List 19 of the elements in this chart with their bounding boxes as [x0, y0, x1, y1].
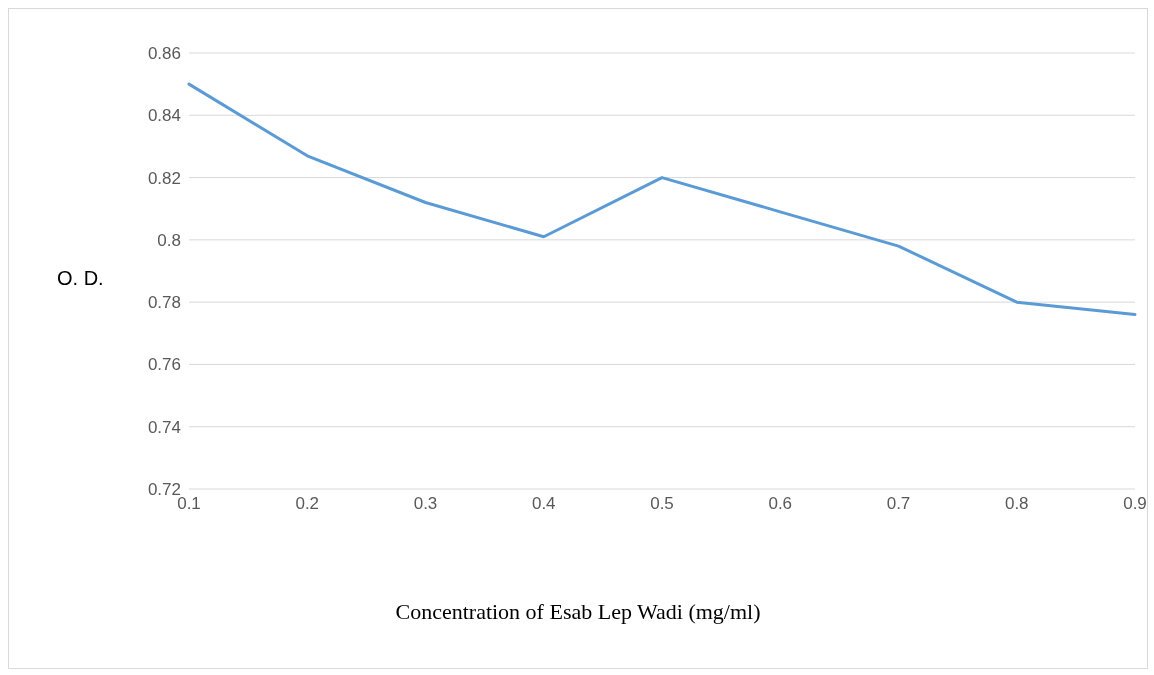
y-tick-label: 0.84 — [147, 106, 181, 126]
x-tick-label: 0.6 — [768, 494, 793, 514]
x-axis-title: Concentration of Esab Lep Wadi (mg/ml) — [394, 599, 762, 625]
x-tick-label: 0.3 — [413, 494, 438, 514]
y-tick-label: 0.86 — [147, 44, 181, 64]
x-tick-label: 0.2 — [295, 494, 320, 514]
x-tick-label: 0.9 — [1123, 494, 1147, 514]
x-tick-label: 0.4 — [531, 494, 556, 514]
y-tick-label: 0.76 — [147, 355, 181, 375]
x-tick-label: 0.5 — [650, 494, 674, 514]
x-tick-label: 0.1 — [177, 494, 201, 514]
y-tick-label: 0.8 — [157, 230, 181, 250]
x-tick-label: 0.8 — [1004, 494, 1029, 514]
y-tick-label: 0.78 — [147, 293, 181, 313]
y-tick-label: 0.74 — [147, 417, 181, 437]
x-tick-label: 0.7 — [886, 494, 911, 514]
y-tick-label: 0.82 — [147, 168, 181, 188]
line-series — [187, 82, 1137, 317]
y-axis-title: O. D. — [57, 267, 104, 290]
